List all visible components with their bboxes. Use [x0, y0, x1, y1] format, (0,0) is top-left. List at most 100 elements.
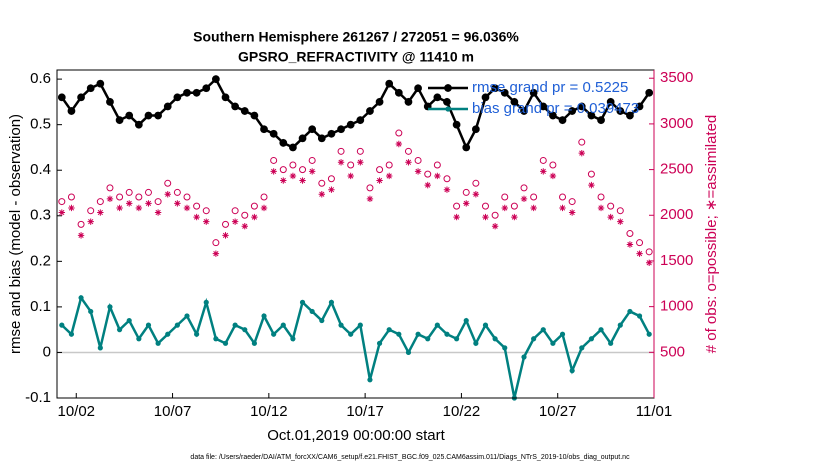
data-point: [549, 111, 557, 120]
data-point: [579, 345, 585, 351]
y-tick-label: -0.1: [25, 389, 51, 406]
data-point: [626, 241, 634, 248]
data-point: [356, 147, 364, 155]
data-point: [231, 207, 239, 215]
data-point: [500, 88, 509, 97]
data-point: [203, 299, 209, 305]
data-point: [376, 177, 383, 184]
data-point: [568, 107, 576, 115]
data-point: [173, 93, 182, 102]
data-point: [289, 172, 297, 180]
data-point: [308, 125, 316, 134]
data-point: [202, 207, 210, 215]
data-point: [462, 143, 471, 152]
data-point: [606, 97, 615, 106]
data-point: [154, 111, 162, 120]
data-point: [636, 313, 643, 319]
y2-tick-label: 3000: [660, 115, 693, 132]
x-tick-label: 10/22: [443, 403, 481, 420]
data-point: [222, 340, 229, 346]
data-point: [529, 88, 538, 97]
data-point: [222, 232, 229, 239]
data-point: [366, 184, 374, 192]
data-point: [443, 186, 451, 193]
data-point: [164, 191, 171, 198]
data-point: [96, 198, 104, 206]
y2-tick-label: 3500: [660, 69, 693, 86]
data-point: [463, 200, 470, 207]
data-point: [482, 213, 489, 221]
data-point: [58, 93, 66, 102]
data-point: [280, 322, 286, 328]
data-point: [597, 116, 605, 125]
data-point: [511, 213, 518, 221]
data-point: [510, 202, 518, 210]
data-point: [202, 84, 211, 93]
data-point: [280, 177, 287, 184]
data-point: [569, 368, 575, 374]
data-point: [549, 172, 557, 180]
data-point: [154, 198, 162, 206]
data-point: [367, 377, 373, 383]
data-point: [395, 140, 403, 148]
data-point: [87, 207, 95, 215]
data-point: [395, 88, 403, 97]
x-axis-label: Oct.01,2019 00:00:00 start: [267, 427, 445, 444]
data-point: [116, 204, 123, 212]
data-point: [289, 143, 297, 152]
data-point: [87, 218, 94, 225]
data-point: [347, 172, 354, 180]
data-point: [212, 75, 220, 84]
data-point: [385, 161, 393, 169]
data-point: [444, 331, 450, 337]
data-point: [231, 102, 239, 111]
data-point: [617, 218, 624, 225]
data-point: [472, 125, 480, 134]
data-point: [77, 93, 85, 102]
data-point: [559, 331, 566, 337]
data-point: [540, 327, 546, 333]
data-point: [164, 179, 172, 187]
data-point: [125, 111, 134, 120]
data-point: [587, 170, 595, 178]
data-point: [328, 299, 335, 305]
y-tick-label: 0.3: [30, 207, 51, 224]
data-point: [318, 191, 325, 198]
x-tick-label: 10/12: [250, 403, 288, 420]
data-point: [481, 93, 490, 102]
data-point: [636, 239, 644, 247]
data-point: [328, 186, 335, 193]
data-point: [59, 322, 65, 328]
data-point: [289, 161, 297, 169]
data-point: [540, 168, 547, 175]
data-point: [212, 250, 220, 257]
data-point: [645, 248, 653, 256]
data-point: [270, 156, 278, 164]
data-point: [145, 200, 152, 207]
data-point: [222, 220, 230, 228]
data-point: [626, 111, 634, 120]
data-point: [319, 317, 325, 324]
data-point: [356, 116, 365, 125]
data-point: [607, 213, 614, 221]
data-point: [290, 336, 296, 342]
data-point: [308, 168, 316, 175]
data-point: [424, 170, 432, 178]
data-point: [645, 259, 653, 266]
y-axis-label: rmse and bias (model - observation): [7, 114, 24, 354]
data-point: [260, 193, 268, 201]
data-point: [192, 88, 201, 97]
data-point: [309, 308, 315, 315]
data-point: [327, 175, 335, 183]
data-point: [433, 161, 441, 169]
legend-marker: [445, 106, 451, 112]
data-point: [318, 179, 326, 187]
data-point: [520, 184, 528, 192]
data-point: [299, 166, 307, 174]
data-point: [279, 166, 287, 174]
data-point: [327, 129, 336, 138]
y2-tick-label: 1500: [660, 252, 693, 269]
data-point: [635, 102, 644, 111]
data-point: [577, 102, 586, 111]
legend-label: bias grand pr = 0.039473: [472, 100, 639, 117]
